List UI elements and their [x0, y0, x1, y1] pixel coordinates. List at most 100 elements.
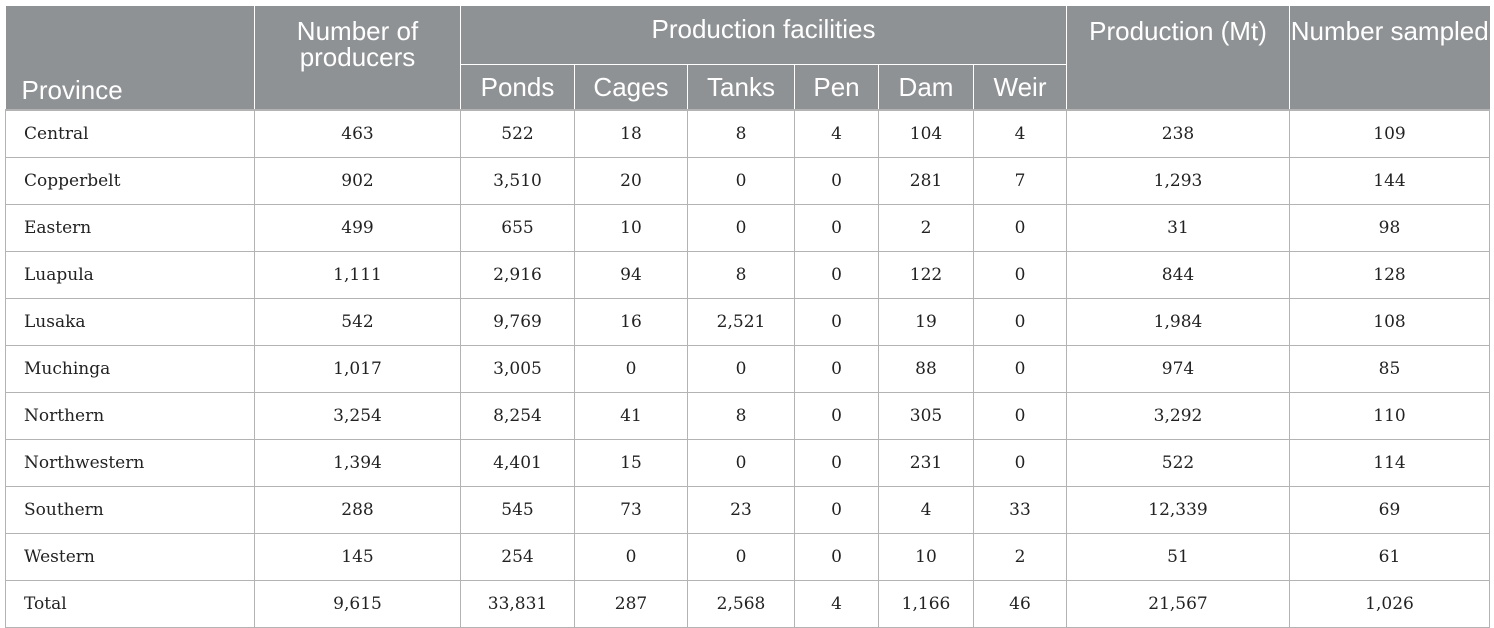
cell-sampled: 144	[1289, 157, 1490, 205]
cell-province: Central	[5, 109, 255, 158]
table-row: Northwestern 1,394 4,401 15 0 0 231 0 522 114	[5, 439, 1490, 487]
header-province: Province	[5, 6, 255, 111]
cell-producers: 542	[254, 298, 461, 346]
cell-province: Western	[5, 533, 255, 581]
cell-province: Luapula	[5, 251, 255, 299]
cell-weir: 0	[973, 251, 1067, 299]
cell-weir: 4	[973, 109, 1067, 158]
cell-production: 51	[1066, 533, 1290, 581]
cell-cages: 15	[574, 439, 688, 487]
cell-pen: 0	[794, 298, 879, 346]
cell-sampled: 110	[1289, 392, 1490, 440]
header-dam: Dam	[878, 64, 974, 111]
cell-weir: 2	[973, 533, 1067, 581]
cell-sampled: 114	[1289, 439, 1490, 487]
cell-producers: 288	[254, 486, 461, 534]
production-table: Province Number of producers Production …	[5, 6, 1490, 628]
cell-sampled: 61	[1289, 533, 1490, 581]
cell-cages: 94	[574, 251, 688, 299]
cell-ponds: 3,510	[460, 157, 575, 205]
cell-pen: 0	[794, 486, 879, 534]
cell-cages: 18	[574, 109, 688, 158]
cell-weir: 0	[973, 204, 1067, 252]
cell-tanks: 0	[687, 157, 795, 205]
cell-production: 238	[1066, 109, 1290, 158]
cell-cages: 10	[574, 204, 688, 252]
cell-weir: 0	[973, 392, 1067, 440]
header-ponds: Ponds	[460, 64, 575, 111]
cell-production: 974	[1066, 345, 1290, 393]
cell-weir: 7	[973, 157, 1067, 205]
cell-ponds: 2,916	[460, 251, 575, 299]
header-number-of-producers: Number of producers	[254, 6, 461, 111]
cell-province: Northwestern	[5, 439, 255, 487]
table-row: Muchinga 1,017 3,005 0 0 0 88 0 974 85	[5, 345, 1490, 393]
cell-dam: 4	[878, 486, 974, 534]
cell-pen: 0	[794, 392, 879, 440]
cell-cages: 41	[574, 392, 688, 440]
cell-province: Northern	[5, 392, 255, 440]
cell-pen: 4	[794, 580, 879, 628]
cell-production: 1,293	[1066, 157, 1290, 205]
table-row: Eastern 499 655 10 0 0 2 0 31 98	[5, 204, 1490, 252]
cell-cages: 287	[574, 580, 688, 628]
cell-province: Copperbelt	[5, 157, 255, 205]
cell-sampled: 128	[1289, 251, 1490, 299]
data-table-container: Province Number of producers Production …	[5, 6, 1490, 628]
header-weir: Weir	[973, 64, 1067, 111]
cell-dam: 2	[878, 204, 974, 252]
cell-dam: 231	[878, 439, 974, 487]
cell-producers: 902	[254, 157, 461, 205]
cell-producers: 3,254	[254, 392, 461, 440]
cell-ponds: 8,254	[460, 392, 575, 440]
cell-dam: 305	[878, 392, 974, 440]
cell-province: Lusaka	[5, 298, 255, 346]
cell-cages: 20	[574, 157, 688, 205]
cell-tanks: 0	[687, 345, 795, 393]
cell-pen: 0	[794, 345, 879, 393]
cell-production: 3,292	[1066, 392, 1290, 440]
cell-cages: 0	[574, 345, 688, 393]
header-production-facilities: Production facilities	[460, 6, 1067, 65]
cell-tanks: 0	[687, 533, 795, 581]
cell-producers: 1,394	[254, 439, 461, 487]
cell-dam: 19	[878, 298, 974, 346]
cell-sampled: 108	[1289, 298, 1490, 346]
cell-province: Southern	[5, 486, 255, 534]
cell-cages: 73	[574, 486, 688, 534]
cell-pen: 4	[794, 109, 879, 158]
table-row: Copperbelt 902 3,510 20 0 0 281 7 1,293 144	[5, 157, 1490, 205]
cell-pen: 0	[794, 439, 879, 487]
cell-dam: 10	[878, 533, 974, 581]
cell-tanks: 23	[687, 486, 795, 534]
cell-ponds: 33,831	[460, 580, 575, 628]
cell-production: 12,339	[1066, 486, 1290, 534]
table-row: Central 463 522 18 8 4 104 4 238 109	[5, 109, 1490, 158]
cell-weir: 0	[973, 298, 1067, 346]
table-row-total: Total 9,615 33,831 287 2,568 4 1,166 46 21,567 1,…	[5, 580, 1490, 628]
cell-producers: 9,615	[254, 580, 461, 628]
cell-ponds: 655	[460, 204, 575, 252]
cell-production: 522	[1066, 439, 1290, 487]
cell-tanks: 2,521	[687, 298, 795, 346]
cell-producers: 1,111	[254, 251, 461, 299]
cell-ponds: 4,401	[460, 439, 575, 487]
cell-production: 1,984	[1066, 298, 1290, 346]
cell-cages: 0	[574, 533, 688, 581]
header-pen: Pen	[794, 64, 879, 111]
cell-production: 844	[1066, 251, 1290, 299]
cell-sampled: 69	[1289, 486, 1490, 534]
cell-weir: 0	[973, 345, 1067, 393]
cell-producers: 145	[254, 533, 461, 581]
cell-ponds: 545	[460, 486, 575, 534]
cell-weir: 33	[973, 486, 1067, 534]
table-row: Western 145 254 0 0 0 10 2 51 61	[5, 533, 1490, 581]
cell-production: 21,567	[1066, 580, 1290, 628]
cell-producers: 463	[254, 109, 461, 158]
cell-producers: 1,017	[254, 345, 461, 393]
cell-dam: 1,166	[878, 580, 974, 628]
cell-ponds: 522	[460, 109, 575, 158]
cell-tanks: 8	[687, 392, 795, 440]
table-row: Luapula 1,111 2,916 94 8 0 122 0 844 128	[5, 251, 1490, 299]
cell-pen: 0	[794, 251, 879, 299]
